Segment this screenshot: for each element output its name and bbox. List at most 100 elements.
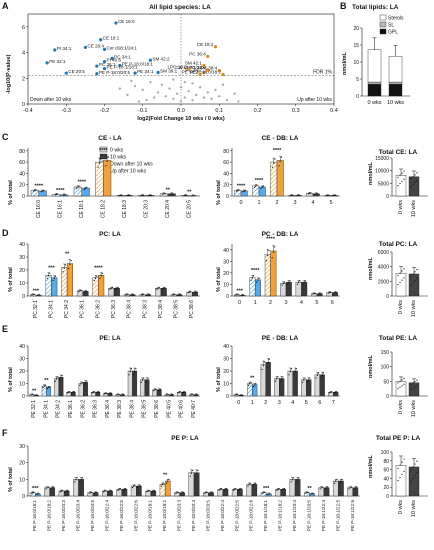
data-point [224,488,227,491]
data-point [265,260,268,262]
data-point [244,189,247,192]
y-tick-label: 0 [386,494,389,500]
data-point [195,394,197,396]
bar [231,489,238,497]
data-point [129,194,131,196]
data-point [189,475,191,477]
data-point [397,467,399,469]
data-point [130,294,132,296]
y-tick-label: 15 [353,43,359,49]
data-point [64,264,67,266]
data-point [282,376,284,378]
bar [61,267,68,297]
category-label: PE P-16:0/20:4 [76,500,81,532]
y-tick-label: 0 [386,294,389,300]
y-tick-label: 10 [223,382,229,388]
data-point [160,485,162,487]
data-point [414,181,416,184]
data-point [130,368,133,370]
data-point [193,195,195,197]
bar [73,479,79,497]
data-point [40,191,43,193]
y-tick-label: 80 [19,149,25,155]
data-point [159,388,162,390]
y-axis-label: nmol/mL [368,161,374,185]
data-point [72,391,74,393]
category-label: 0 wks [398,200,404,214]
data-point [126,194,129,197]
y-tick-label: 40 [19,171,25,177]
data-point [98,391,100,393]
nonsig-point [233,92,236,95]
data-point [185,194,188,196]
data-point [192,394,194,396]
x-tick-label: -0.4 [23,108,32,114]
data-point [62,489,64,492]
data-point [302,283,304,285]
data-point [253,484,255,486]
data-point [31,394,33,396]
volcano-point [198,72,202,77]
data-point [232,489,235,491]
nonsig-point [164,95,167,98]
legend-swatch [379,21,387,28]
data-point [64,491,67,493]
data-point [143,293,145,296]
category-label: 10 wks [411,200,417,217]
data-point [183,194,185,197]
data-point [89,492,91,494]
data-point [291,194,293,197]
y-tick-label: 20 [223,271,229,277]
data-point [260,187,262,189]
data-point [261,492,263,494]
volcano-point-label: CE 16:0 [118,19,135,24]
data-point [416,179,418,182]
volcano-point [114,21,118,25]
stacked-bar [388,81,403,85]
data-point [33,293,35,296]
volcano-point-label: PE P-18:0/18:2 [190,69,222,74]
data-point [273,246,276,248]
y-tick-label: 80 [223,149,229,155]
category-label: 0 wks [367,100,381,106]
data-point [257,279,259,281]
category-label: PE 40:7 [191,400,197,418]
volcano-point-label: Cer d18:1/24:0 [175,65,206,70]
data-point [401,180,403,183]
data-point [414,174,416,176]
data-point [333,194,335,197]
panel-letter-a: A [2,1,9,11]
volcano-point-label: PI 34:1 [57,46,72,51]
y-tick-label: 20 [19,268,25,274]
panel-c-title: CE - LA [98,135,122,142]
data-point [254,384,256,386]
category-label: PE P-16:0/18:2 [47,500,52,532]
nonsig-point [237,100,240,103]
data-point [103,393,106,395]
data-point [60,490,63,492]
data-point [38,493,40,495]
data-point [91,392,93,394]
y-tick-label: 6000 [378,250,389,256]
data-point [414,463,416,465]
volcano-point [99,38,103,42]
data-point [273,162,275,164]
data-point [194,291,196,293]
volcano-point-label: PC 36:4 [189,51,206,56]
data-point [141,379,144,381]
legend-label: GPL [388,30,398,36]
data-point [154,389,156,391]
data-point [410,178,412,180]
data-point [174,293,176,296]
y-axis-label: nmol/mL [368,256,374,280]
y-axis-label: nmol/mL [342,51,348,75]
bar [289,479,296,497]
volcano-point-label: CE 18:1 [103,36,120,41]
bar [240,190,248,197]
x-axis-label: log2(Fold Change 10 wks / 0 wks) [137,116,225,122]
data-point [36,294,39,296]
data-point [306,492,308,494]
data-point [86,290,88,292]
panel-d-total-title: Total PC: LA [379,241,418,248]
category-label: PE P-18:0/18:2 [162,500,167,532]
